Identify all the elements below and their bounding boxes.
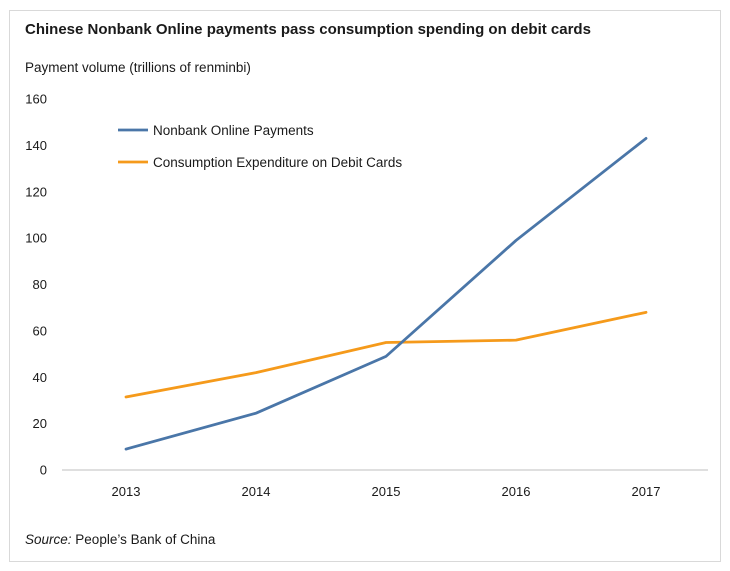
y-tick-label: 20	[33, 416, 47, 431]
series-line-2	[124, 310, 648, 399]
legend-label-2: Consumption Expenditure on Debit Cards	[153, 155, 402, 170]
x-tick-label: 2014	[242, 484, 271, 499]
y-tick-label: 60	[33, 323, 47, 338]
x-tick-label: 2013	[112, 484, 141, 499]
y-tick-label: 140	[25, 138, 47, 153]
y-tick-label: 0	[40, 463, 47, 478]
y-tick-label: 80	[33, 277, 47, 292]
x-tick-label: 2016	[502, 484, 531, 499]
y-tick-label: 100	[25, 231, 47, 246]
y-axis-label: Payment volume (trillions of renminbi)	[25, 60, 251, 75]
source-label: Source:	[25, 532, 72, 547]
x-tick-label: 2015	[372, 484, 401, 499]
x-tick-label: 2017	[632, 484, 661, 499]
chart-title: Chinese Nonbank Online payments pass con…	[25, 21, 591, 38]
legend-label-1: Nonbank Online Payments	[153, 123, 314, 138]
y-tick-label: 120	[25, 184, 47, 199]
source-note: Source: People’s Bank of China	[25, 532, 215, 547]
y-tick-label: 160	[25, 92, 47, 107]
source-text: People’s Bank of China	[75, 532, 216, 547]
series-line-1	[124, 137, 648, 451]
y-tick-label: 40	[33, 370, 47, 385]
